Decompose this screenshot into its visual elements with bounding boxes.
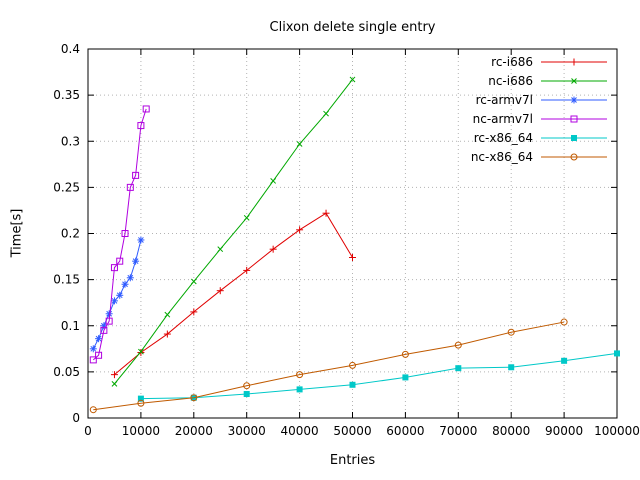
y-tick-label: 0.3 [61,134,80,148]
x-tick-label: 20000 [175,424,213,438]
y-tick-label: 0 [72,411,80,425]
y-tick-label: 0.4 [61,42,80,56]
legend-label: nc-armv7l [473,112,533,126]
y-tick-label: 0.2 [61,227,80,241]
x-tick-label: 100000 [594,424,640,438]
y-tick-label: 0.05 [53,365,80,379]
x-tick-label: 90000 [545,424,583,438]
series-nc-i686 [111,76,356,387]
x-tick-label: 10000 [122,424,160,438]
x-tick-label: 40000 [281,424,319,438]
legend-label: rc-armv7l [476,93,533,107]
x-tick-label: 0 [84,424,92,438]
y-tick-label: 0.25 [53,180,80,194]
series-rc-i686 [110,209,356,379]
ticks [87,48,618,419]
chart-title: Clixon delete single entry [269,20,436,35]
y-tick-label: 0.35 [53,88,80,102]
grid [87,48,618,419]
x-tick-label: 60000 [386,424,424,438]
x-tick-label: 50000 [333,424,371,438]
series-nc-armv7l [89,105,150,364]
series-nc-x86_64 [89,318,568,414]
legend-label: rc-x86_64 [474,131,533,145]
legend-label: nc-i686 [488,74,533,88]
x-axis-label: Entries [329,453,376,468]
tick-labels: 0 10000 20000 30000 40000 50000 60000 70000 8000… [53,42,640,438]
x-tick-label: 80000 [492,424,530,438]
y-tick-label: 0.15 [53,273,80,287]
series-rc-armv7l [89,236,145,353]
legend-label: rc-i686 [491,55,533,69]
x-tick-label: 30000 [228,424,266,438]
legend-label: nc-x86_64 [471,150,533,164]
x-tick-label: 70000 [439,424,477,438]
legend: rc-i686 nc-i686 rc-armv7l nc-armv7l rc-x86_6… [471,55,607,164]
y-tick-label: 0.1 [61,319,80,333]
